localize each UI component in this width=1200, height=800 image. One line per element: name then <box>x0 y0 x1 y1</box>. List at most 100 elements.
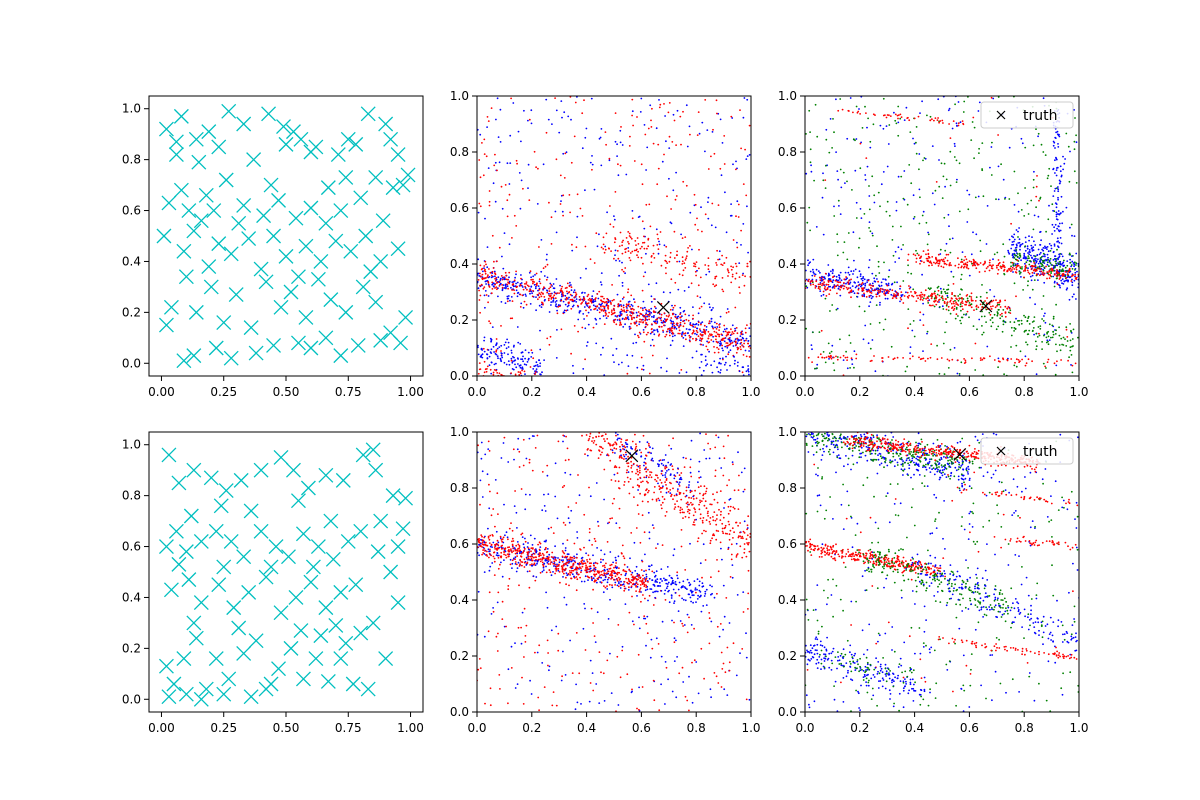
sample-point <box>481 496 484 498</box>
sample-point <box>1026 202 1029 205</box>
sample-point <box>1056 283 1059 286</box>
sample-point <box>479 176 482 179</box>
sample-point <box>1055 157 1058 160</box>
sample-point <box>510 296 513 298</box>
sample-point <box>513 289 515 291</box>
sample-point <box>721 288 724 291</box>
sample-point <box>990 265 993 268</box>
sample-point <box>727 333 730 336</box>
sample-point <box>919 256 922 259</box>
sample-point <box>745 656 748 659</box>
sample-point <box>714 326 716 329</box>
sample-point <box>705 457 708 460</box>
sample-point <box>1071 345 1073 348</box>
sample-point <box>684 313 687 316</box>
sample-point <box>700 610 703 613</box>
sample-point <box>520 358 522 360</box>
sample-point <box>865 112 867 114</box>
sample-point <box>671 335 674 338</box>
sample-point <box>868 284 871 286</box>
sample-point <box>938 185 941 188</box>
sample-point <box>980 315 983 318</box>
sample-point <box>717 204 720 207</box>
sample-point <box>839 338 841 341</box>
sample-point <box>1023 256 1026 258</box>
sample-point <box>1055 211 1058 214</box>
sample-point <box>700 322 702 325</box>
sample-point <box>930 287 932 290</box>
sample-point <box>1010 265 1012 268</box>
sample-point <box>1048 243 1051 245</box>
sample-point <box>956 303 959 305</box>
sample-point <box>673 230 676 233</box>
sample-point <box>520 642 523 645</box>
data-point <box>241 584 257 600</box>
sample-point <box>729 342 732 345</box>
sample-point <box>495 286 498 288</box>
sample-point <box>947 109 950 112</box>
sample-point <box>488 591 491 594</box>
sample-point <box>848 334 851 337</box>
sample-point <box>562 311 565 314</box>
sample-point <box>1023 215 1026 217</box>
sample-point <box>1048 339 1051 341</box>
sample-point <box>657 334 660 337</box>
sample-point <box>684 695 687 698</box>
sample-point <box>550 629 553 632</box>
sample-point <box>668 331 671 334</box>
data-point <box>168 523 184 539</box>
sample-point <box>1036 254 1039 256</box>
sample-point <box>489 337 492 340</box>
sample-point <box>868 289 871 292</box>
sample-point <box>509 134 512 137</box>
sample-point <box>728 622 731 624</box>
sample-point <box>477 258 480 261</box>
sample-point <box>526 361 529 363</box>
sample-point <box>740 339 743 341</box>
x-tick-label: 1.0 <box>1069 385 1088 399</box>
sample-point <box>1032 246 1035 249</box>
sample-point <box>876 293 879 295</box>
sample-point <box>829 310 831 312</box>
sample-point <box>996 266 998 269</box>
sample-point <box>554 495 557 498</box>
sample-point <box>739 109 741 111</box>
sample-point <box>850 296 852 299</box>
sample-point <box>699 476 702 478</box>
sample-point <box>997 325 1000 328</box>
sample-point <box>1042 151 1045 153</box>
sample-point <box>710 224 713 227</box>
sample-point <box>530 278 533 281</box>
sample-point <box>828 293 831 295</box>
sample-point <box>709 448 712 450</box>
sample-point <box>650 328 653 331</box>
sample-point <box>664 335 667 338</box>
sample-point <box>731 461 734 463</box>
data-point <box>218 172 234 188</box>
sample-point <box>1008 252 1011 255</box>
sample-point <box>552 297 555 300</box>
sample-point <box>736 342 739 345</box>
sample-point <box>519 293 522 296</box>
sample-point <box>642 318 644 321</box>
sample-point <box>496 650 499 652</box>
sample-point <box>492 508 495 510</box>
sample-point <box>958 162 961 165</box>
sample-point <box>744 275 746 278</box>
x-tick-label: 0.4 <box>577 385 596 399</box>
sample-point <box>550 292 552 295</box>
sample-point <box>958 263 960 266</box>
sample-point <box>1051 203 1054 206</box>
sample-point <box>731 331 734 333</box>
sample-point <box>631 620 634 623</box>
sample-point <box>748 698 751 701</box>
sample-point <box>825 356 828 359</box>
sample-point <box>525 295 527 297</box>
sample-point <box>678 326 680 329</box>
sample-point <box>1046 246 1049 248</box>
sample-point <box>897 175 900 178</box>
sample-point <box>683 290 686 292</box>
sample-point <box>855 357 858 360</box>
data-point <box>271 661 286 677</box>
sample-point <box>532 368 535 370</box>
